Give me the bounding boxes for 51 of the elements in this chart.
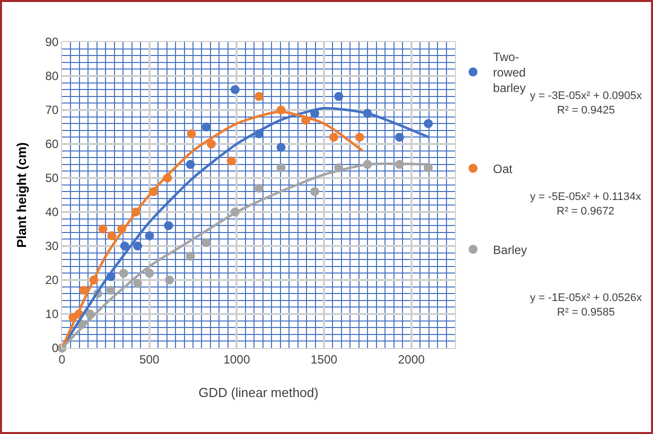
point (186, 252, 195, 261)
point (310, 187, 320, 196)
point (164, 221, 174, 230)
point (133, 278, 142, 288)
point (276, 163, 286, 172)
point (202, 238, 211, 248)
x-axis-title: GDD (linear method) (198, 385, 318, 400)
point (254, 92, 264, 101)
point (145, 268, 154, 278)
x-tick-label: 2000 (398, 352, 425, 366)
point (230, 85, 240, 94)
y-tick-label: 70 (45, 103, 59, 118)
y-tick-label: 10 (45, 307, 59, 322)
text: y = -3E-05x² + 0.0905x R² = 0.9425 (530, 90, 642, 116)
point (394, 132, 404, 142)
point (133, 242, 142, 250)
point (424, 119, 433, 128)
point (106, 286, 116, 295)
y-tick-label: 80 (45, 69, 59, 84)
x-tick-label: 500 (139, 352, 160, 366)
legend-label: Oat (493, 162, 514, 176)
point (186, 129, 196, 138)
point (276, 142, 286, 152)
point (206, 140, 216, 148)
point (145, 231, 154, 240)
y-tick-label: 90 (45, 35, 59, 50)
y-axis-title: Plant height (cm) (14, 142, 29, 248)
point (107, 231, 116, 240)
y-tick-label: 20 (45, 273, 59, 288)
legend-label: Two-rowed barley (493, 50, 526, 96)
point (355, 132, 364, 142)
point (329, 132, 338, 142)
point (202, 122, 211, 132)
y-tick-label: 0 (52, 341, 59, 356)
x-tick-label: 1500 (310, 352, 338, 366)
point (119, 268, 128, 278)
point (120, 242, 130, 250)
point (226, 156, 236, 166)
legend-label: Barley (493, 242, 528, 257)
y-tick-label: 40 (45, 205, 59, 220)
point (164, 276, 174, 284)
point (254, 184, 264, 193)
y-tick-label: 50 (45, 171, 59, 186)
y-tick-label: 60 (45, 137, 59, 152)
y-tick-label: 30 (45, 239, 59, 254)
text: y = -5E-05x² + 0.1134x R² = 0.9672 (530, 191, 642, 218)
point (186, 160, 195, 169)
x-tick-label: 1000 (223, 352, 250, 366)
point (334, 92, 344, 101)
text: y = -1E-05x² + 0.0526x R² = 0.9585 (530, 292, 642, 318)
point (98, 224, 108, 234)
